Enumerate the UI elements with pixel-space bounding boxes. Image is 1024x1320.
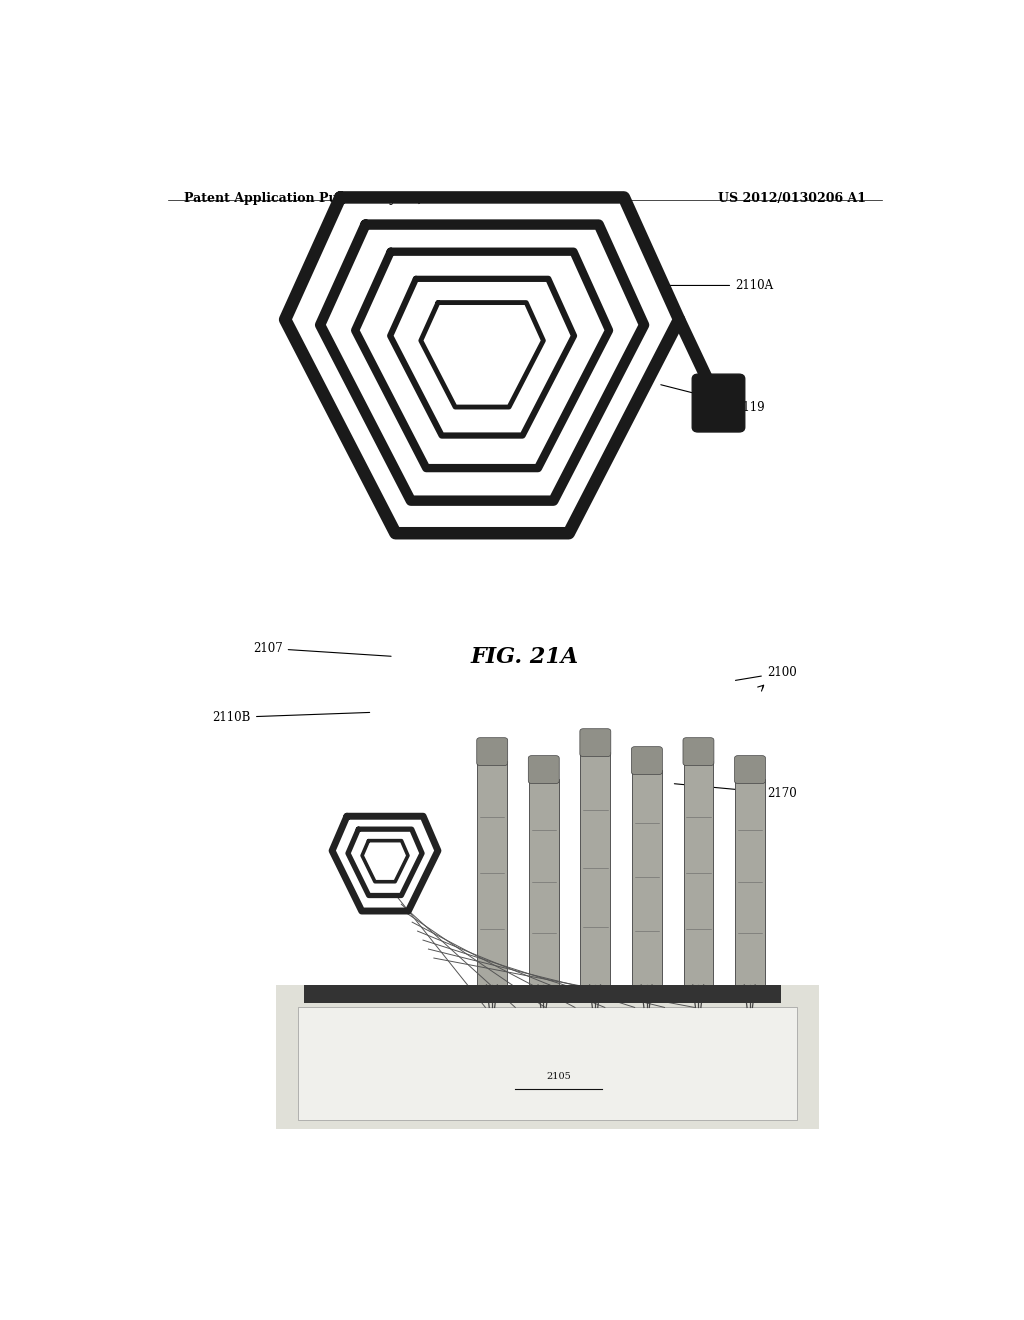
Text: Patent Application Publication: Patent Application Publication xyxy=(183,191,399,205)
Bar xyxy=(735,779,765,985)
FancyBboxPatch shape xyxy=(734,755,766,784)
Text: 2107: 2107 xyxy=(253,642,391,656)
Bar xyxy=(304,985,781,1003)
Text: 2105: 2105 xyxy=(547,1072,571,1081)
Text: 2119: 2119 xyxy=(660,384,765,414)
Bar xyxy=(684,760,714,985)
Bar xyxy=(528,779,559,985)
FancyBboxPatch shape xyxy=(528,755,559,784)
Text: FIG. 21B: FIG. 21B xyxy=(470,1053,580,1074)
Bar xyxy=(276,985,819,1129)
Text: 2110A: 2110A xyxy=(663,279,773,292)
Bar xyxy=(632,770,662,985)
FancyBboxPatch shape xyxy=(692,374,744,432)
Text: 2170: 2170 xyxy=(675,784,797,800)
Text: FIG. 21A: FIG. 21A xyxy=(471,647,579,668)
Text: May 24, 2012  Sheet 14 of 18: May 24, 2012 Sheet 14 of 18 xyxy=(367,191,571,205)
Bar xyxy=(298,1007,798,1119)
Bar xyxy=(477,760,507,985)
FancyBboxPatch shape xyxy=(477,738,508,766)
FancyBboxPatch shape xyxy=(683,738,714,766)
Text: 2110B: 2110B xyxy=(213,711,370,723)
FancyBboxPatch shape xyxy=(580,729,610,756)
FancyBboxPatch shape xyxy=(632,747,663,775)
Text: US 2012/0130206 A1: US 2012/0130206 A1 xyxy=(718,191,866,205)
Bar xyxy=(581,751,610,985)
Text: 2100: 2100 xyxy=(735,667,797,680)
